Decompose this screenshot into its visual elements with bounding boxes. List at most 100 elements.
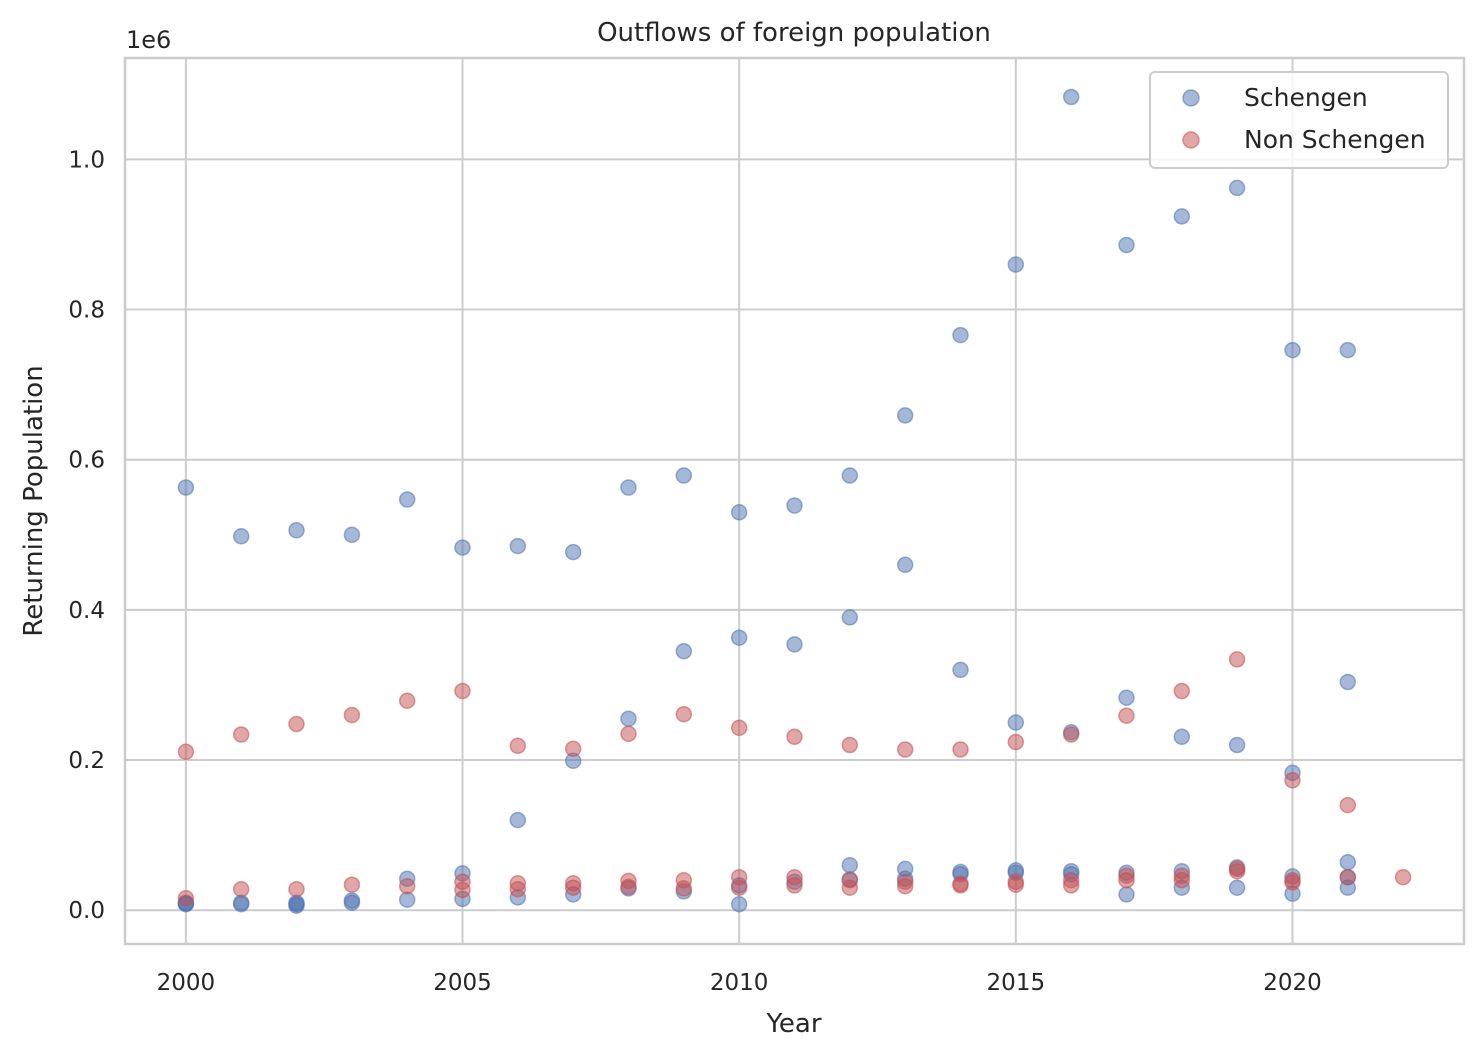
y-offset-label: 1e6 bbox=[126, 26, 171, 54]
data-point bbox=[509, 737, 527, 755]
data-point bbox=[1062, 88, 1080, 106]
data-point bbox=[564, 543, 582, 561]
data-point bbox=[786, 497, 803, 514]
data-point bbox=[232, 528, 250, 545]
data-point bbox=[509, 537, 527, 555]
data-point bbox=[1007, 876, 1025, 893]
series-non-schengen bbox=[177, 651, 1412, 907]
data-point bbox=[1007, 733, 1025, 751]
data-point bbox=[1062, 877, 1080, 894]
data-point bbox=[841, 879, 859, 896]
x-tick-label: 2020 bbox=[1263, 970, 1322, 996]
data-point bbox=[1339, 341, 1357, 359]
data-point bbox=[1118, 707, 1135, 724]
data-point bbox=[952, 741, 969, 758]
chart-title: Outflows of foreign population bbox=[597, 18, 991, 48]
data-point bbox=[730, 629, 748, 646]
data-point bbox=[896, 407, 914, 424]
data-point bbox=[620, 479, 637, 496]
data-point bbox=[1339, 796, 1357, 814]
legend-label-non-schengen: Non Schengen bbox=[1244, 125, 1426, 154]
data-point bbox=[343, 706, 361, 724]
data-point bbox=[343, 526, 361, 544]
legend-marker-schengen bbox=[1182, 89, 1200, 107]
data-point bbox=[564, 879, 582, 896]
legend-label-schengen: Schengen bbox=[1244, 83, 1368, 112]
data-point bbox=[675, 880, 693, 897]
data-point bbox=[288, 897, 305, 914]
data-point bbox=[1284, 772, 1301, 789]
data-point bbox=[786, 877, 803, 894]
data-point bbox=[675, 642, 693, 660]
data-point bbox=[1062, 726, 1080, 743]
data-point bbox=[398, 692, 416, 709]
tick-labels: 2000 2005 2010 2015 2020 0.0 0.2 0.4 0.6 0.8 1.0 bbox=[68, 147, 1321, 996]
data-point bbox=[730, 879, 748, 896]
data-point bbox=[1118, 236, 1135, 254]
data-point bbox=[1173, 871, 1191, 889]
y-tick-label: 0.0 bbox=[68, 898, 105, 924]
data-point bbox=[730, 504, 748, 521]
legend-marker-non-schengen bbox=[1182, 131, 1200, 149]
data-point bbox=[896, 556, 914, 574]
data-point bbox=[1007, 256, 1025, 273]
data-point bbox=[454, 881, 471, 899]
data-point bbox=[177, 743, 195, 761]
data-point bbox=[1118, 886, 1135, 903]
data-point bbox=[1339, 868, 1357, 886]
data-point bbox=[1173, 728, 1191, 746]
data-points bbox=[177, 88, 1412, 914]
legend-box bbox=[1149, 71, 1449, 169]
data-point bbox=[675, 705, 693, 723]
x-tick-label: 2005 bbox=[433, 970, 492, 996]
data-point bbox=[1173, 208, 1191, 225]
data-point bbox=[454, 682, 471, 700]
data-point bbox=[952, 326, 969, 344]
data-point bbox=[1228, 736, 1246, 754]
data-point bbox=[786, 636, 803, 653]
y-axis-label: Returning Population bbox=[19, 365, 49, 636]
data-point bbox=[675, 467, 693, 484]
data-point bbox=[730, 719, 748, 737]
data-point bbox=[343, 876, 361, 893]
y-tick-label: 0.4 bbox=[68, 598, 105, 624]
data-point bbox=[509, 880, 527, 898]
data-point bbox=[896, 741, 914, 758]
data-point bbox=[177, 479, 195, 496]
x-tick-label: 2015 bbox=[987, 970, 1046, 996]
data-point bbox=[398, 491, 416, 508]
data-point bbox=[288, 522, 305, 539]
data-point bbox=[620, 710, 637, 727]
data-point bbox=[1339, 673, 1357, 691]
data-point bbox=[841, 467, 859, 484]
data-point bbox=[952, 877, 969, 894]
data-point bbox=[1228, 862, 1246, 880]
data-point bbox=[620, 725, 637, 743]
data-point bbox=[454, 539, 471, 556]
data-point bbox=[343, 894, 361, 911]
data-point bbox=[730, 895, 748, 913]
data-point bbox=[1228, 879, 1246, 896]
data-point bbox=[1118, 689, 1135, 706]
data-point bbox=[1118, 871, 1135, 889]
data-point bbox=[1339, 853, 1357, 871]
data-point bbox=[232, 880, 250, 898]
data-point bbox=[841, 856, 859, 874]
data-point bbox=[1173, 682, 1191, 700]
data-point bbox=[509, 811, 527, 829]
y-tick-label: 0.8 bbox=[68, 298, 105, 324]
data-point bbox=[1007, 714, 1025, 731]
legend: Schengen Non Schengen bbox=[1149, 71, 1449, 169]
data-point bbox=[620, 878, 637, 896]
data-point bbox=[1284, 341, 1301, 359]
x-tick-label: 2010 bbox=[710, 970, 769, 996]
data-point bbox=[1228, 179, 1246, 197]
y-tick-label: 0.6 bbox=[68, 448, 105, 474]
data-point bbox=[1394, 868, 1412, 886]
x-tick-label: 2000 bbox=[157, 970, 216, 996]
data-point bbox=[232, 726, 250, 743]
data-point bbox=[288, 715, 305, 733]
y-tick-label: 1.0 bbox=[68, 147, 105, 173]
data-point bbox=[398, 877, 416, 895]
